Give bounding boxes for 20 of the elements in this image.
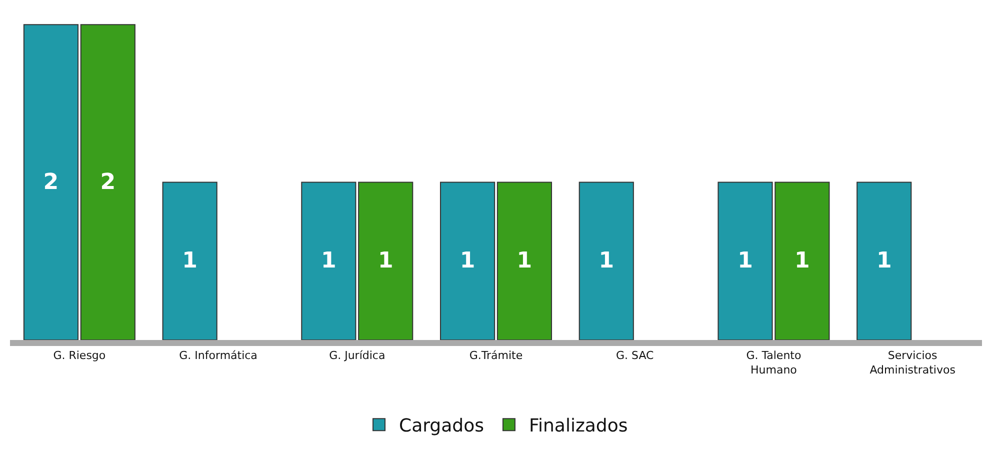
data-label: 1 (516, 248, 532, 274)
data-label: 2 (100, 170, 116, 195)
data-label: 1 (321, 248, 336, 274)
x-tick-label: G. Riesgo (53, 349, 106, 362)
data-label: 1 (738, 248, 753, 274)
data-label: 2 (43, 170, 59, 195)
x-tick-label: G. Jurídica (329, 349, 386, 362)
data-label: 1 (794, 248, 810, 274)
data-label: 1 (876, 248, 892, 274)
legend-label: Finalizados (528, 416, 628, 437)
x-tick-label: G. Talento Humano (746, 349, 802, 376)
x-tick-label: Servicios Administrativos (870, 349, 956, 376)
legend-label: Cargados (399, 416, 484, 437)
data-label: 1 (598, 248, 614, 274)
data-label: 1 (460, 248, 476, 274)
data-label: 1 (378, 248, 394, 274)
data-label: 1 (182, 248, 198, 274)
x-tick-label: G. Informática (179, 349, 258, 362)
x-tick-label: G.Trámite (469, 349, 523, 362)
x-tick-label: G. SAC (616, 349, 654, 362)
